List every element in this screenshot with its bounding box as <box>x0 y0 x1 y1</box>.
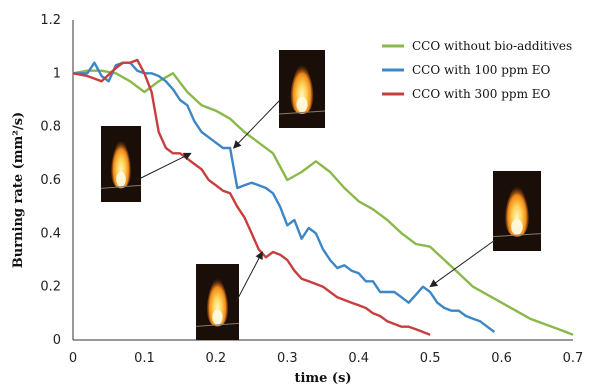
flame-photo-2 <box>278 50 326 128</box>
x-tick-label: 0.3 <box>277 351 298 366</box>
inset-photos <box>100 50 542 340</box>
x-tick-label: 0.6 <box>491 351 512 366</box>
legend-label: CCO without bio-additives <box>412 39 572 53</box>
flame-icon <box>206 273 229 327</box>
legend: CCO without bio-additives CCO with 100 pp… <box>382 39 572 101</box>
x-tick-label: 0.2 <box>206 351 227 366</box>
flame-photo-3 <box>195 264 240 340</box>
y-tick-label: 1.2 <box>40 13 61 28</box>
series-line-1 <box>72 69 574 336</box>
y-tick-label: 0.4 <box>40 226 61 241</box>
y-tick-label: 0.2 <box>40 280 61 295</box>
flame-icon <box>505 180 529 237</box>
x-tick-label: 0.1 <box>134 351 155 366</box>
flame-icon <box>290 59 314 114</box>
x-tick-labels: 0 0.1 0.2 0.3 0.4 0.5 0.6 0.7 <box>69 351 583 366</box>
y-tick-label: 1 <box>53 66 61 81</box>
x-tick-label: 0 <box>69 351 77 366</box>
y-tick-labels: 0 0.2 0.4 0.6 0.8 1 1.2 <box>40 13 61 348</box>
legend-label: CCO with 300 ppm EO <box>412 87 551 101</box>
pointer-arrow <box>429 239 496 288</box>
flame-photo-1 <box>100 126 142 202</box>
flame-icon <box>111 135 131 189</box>
flame-photo-4 <box>492 171 542 251</box>
pointer-arrow <box>233 99 281 149</box>
x-axis-label: time (s) <box>294 371 351 386</box>
x-tick-label: 0.5 <box>420 351 441 366</box>
y-axis-label: Burning rate (mm²/s) <box>11 112 26 268</box>
legend-label: CCO with 100 ppm EO <box>412 63 551 77</box>
y-tick-label: 0 <box>53 333 61 348</box>
y-tick-label: 0.8 <box>40 120 61 135</box>
pointer-arrow <box>235 251 263 303</box>
x-tick-label: 0.7 <box>563 351 584 366</box>
y-tick-label: 0.6 <box>40 173 61 188</box>
x-tick-label: 0.4 <box>348 351 369 366</box>
pointer-arrow <box>140 152 192 179</box>
